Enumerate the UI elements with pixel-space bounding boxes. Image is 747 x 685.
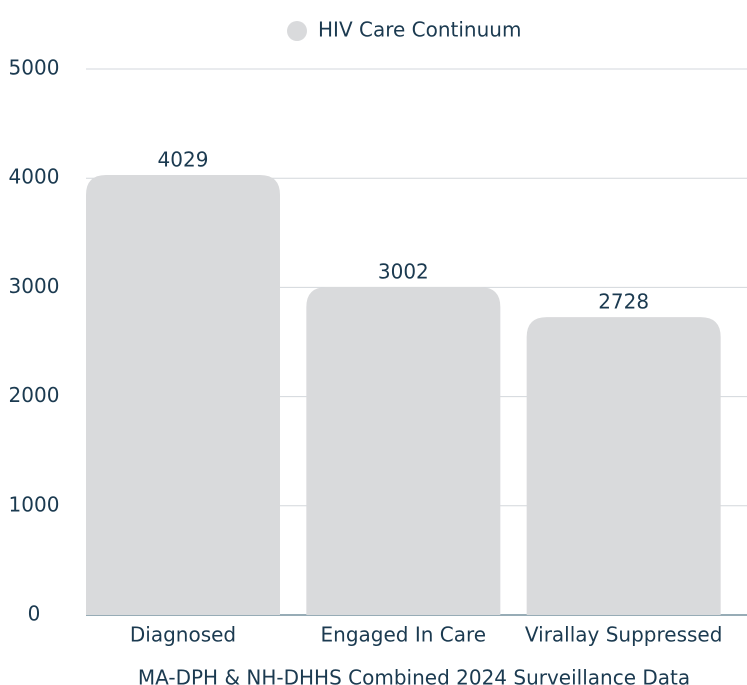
y-tick-label: 1000 (9, 492, 60, 516)
x-axis-title: MA-DPH & NH-DHHS Combined 2024 Surveilla… (138, 666, 690, 685)
y-tick-label: 3000 (9, 274, 60, 298)
legend-swatch (287, 21, 307, 41)
y-tick-label: 0 (28, 602, 41, 626)
y-tick-label: 2000 (9, 383, 60, 407)
bar (86, 175, 280, 615)
y-tick-label: 5000 (9, 56, 60, 80)
value-label: 4029 (158, 148, 209, 172)
value-label: 3002 (378, 260, 429, 284)
x-tick-label: Engaged In Care (321, 623, 487, 647)
value-label: 2728 (598, 290, 649, 314)
bar (526, 317, 721, 615)
y-tick-label: 4000 (9, 165, 60, 189)
x-tick-label: Virallay Suppressed (525, 623, 723, 647)
x-tick-label: Diagnosed (130, 623, 236, 647)
legend-label: HIV Care Continuum (318, 18, 521, 42)
bar (306, 287, 501, 615)
